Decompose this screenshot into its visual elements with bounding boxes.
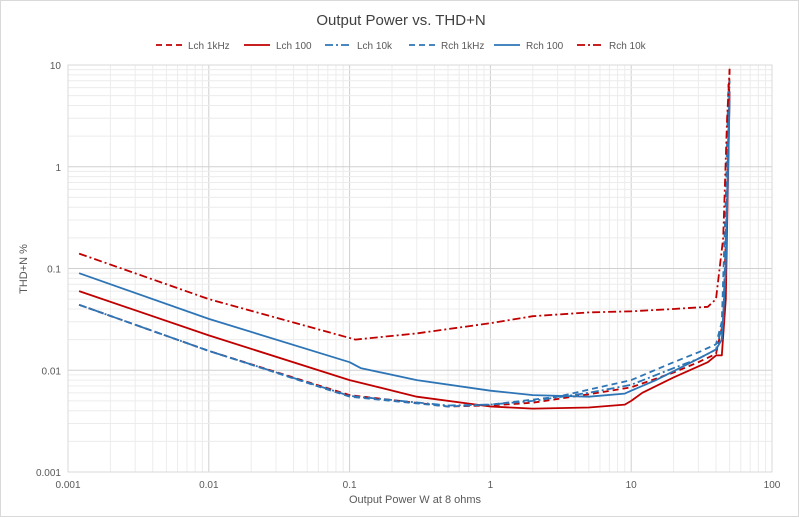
y-tick-label: 0.01	[42, 366, 62, 377]
legend-label: Lch 1kHz	[188, 41, 230, 52]
grid	[67, 65, 772, 473]
x-tick-label: 100	[764, 480, 781, 491]
x-axis-label: Output Power W at 8 ohms	[349, 494, 482, 506]
x-tick-label: 1	[488, 480, 494, 491]
plot-area	[67, 64, 773, 473]
y-tick-label: 0.1	[47, 265, 61, 276]
legend-label: Lch 10k	[357, 41, 393, 52]
series-line	[78, 80, 731, 407]
legend-label: Lch 100	[276, 41, 312, 52]
legend: Lch 1kHz Lch 100 Lch 10k Rch 1kHz Rch 100 Rch…	[156, 41, 647, 52]
series-line	[78, 67, 731, 408]
y-axis-label: THD+N %	[18, 244, 30, 294]
legend-label: Rch 100	[526, 41, 564, 52]
x-tick-labels: 0.001 0.01 0.1 1 10 100	[55, 480, 780, 491]
y-tick-label: 1	[55, 163, 61, 174]
legend-label: Rch 10k	[609, 41, 647, 52]
y-tick-label: 0.001	[36, 468, 61, 479]
chart-title: Output Power vs. THD+N	[316, 12, 485, 29]
series-line	[78, 100, 731, 398]
y-tick-label: 10	[50, 61, 62, 72]
x-tick-label: 10	[626, 480, 638, 491]
legend-label: Rch 1kHz	[441, 41, 484, 52]
series-line	[78, 69, 731, 341]
x-tick-label: 0.1	[343, 480, 357, 491]
series-group	[78, 67, 731, 410]
x-tick-label: 0.001	[55, 480, 80, 491]
y-tick-labels: 0.001 0.01 0.1 1 10	[36, 61, 61, 479]
series-line	[78, 83, 730, 408]
x-tick-label: 0.01	[199, 480, 219, 491]
series-line	[78, 91, 731, 410]
